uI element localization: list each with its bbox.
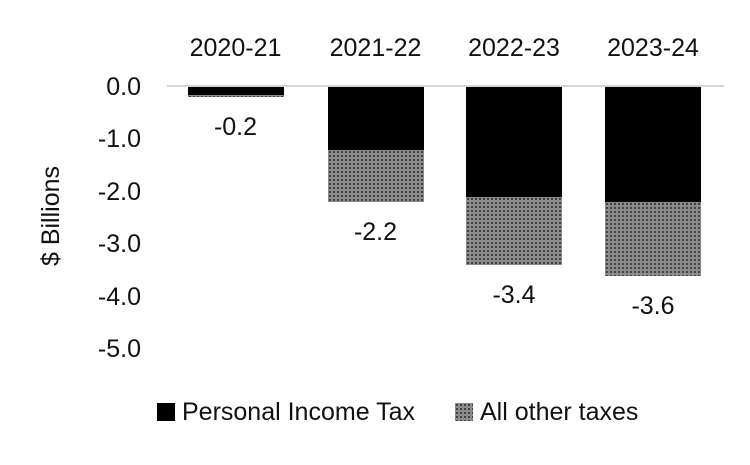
zero-gridline: [167, 85, 724, 87]
legend-item: All other taxes: [455, 399, 638, 425]
bar-2020-21: [187, 87, 284, 98]
segment-personal-income-tax: [327, 87, 424, 150]
segment-all-other-taxes: [466, 197, 562, 266]
category-label: 2022-23: [468, 34, 560, 62]
segment-personal-income-tax: [605, 87, 701, 203]
total-data-label: -0.2: [213, 113, 258, 142]
legend-label: All other taxes: [480, 398, 639, 426]
bar-2021-22: [327, 87, 424, 203]
legend: Personal Income Tax All other taxes: [157, 399, 638, 425]
category-label: 2023-24: [607, 34, 699, 62]
y-axis-title: $ Billions: [37, 165, 65, 267]
y-tick-label: -5.0: [97, 335, 141, 363]
bar-2023-24: [605, 87, 701, 276]
segment-personal-income-tax: [187, 87, 284, 95]
legend-swatch-all-other-taxes: [455, 403, 473, 421]
legend-swatch-personal-income-tax: [157, 403, 175, 421]
legend-item: Personal Income Tax: [157, 399, 415, 425]
total-data-label: -2.2: [353, 218, 398, 247]
legend-label: Personal Income Tax: [182, 398, 415, 426]
segment-all-other-taxes: [327, 149, 424, 203]
total-data-label: -3.4: [492, 281, 536, 310]
y-tick-label: -3.0: [97, 230, 141, 259]
bar-2022-23: [466, 87, 562, 266]
y-tick-label: -1.0: [97, 125, 141, 154]
category-label: 2020-21: [189, 34, 282, 62]
y-tick-label: -4.0: [97, 282, 141, 311]
category-label: 2021-22: [329, 34, 422, 62]
segment-all-other-taxes: [187, 94, 284, 98]
segment-personal-income-tax: [466, 87, 562, 197]
segment-all-other-taxes: [605, 202, 701, 276]
y-tick-label: -2.0: [97, 177, 141, 206]
y-tick-label: 0.0: [106, 73, 141, 101]
total-data-label: -3.6: [631, 291, 675, 320]
